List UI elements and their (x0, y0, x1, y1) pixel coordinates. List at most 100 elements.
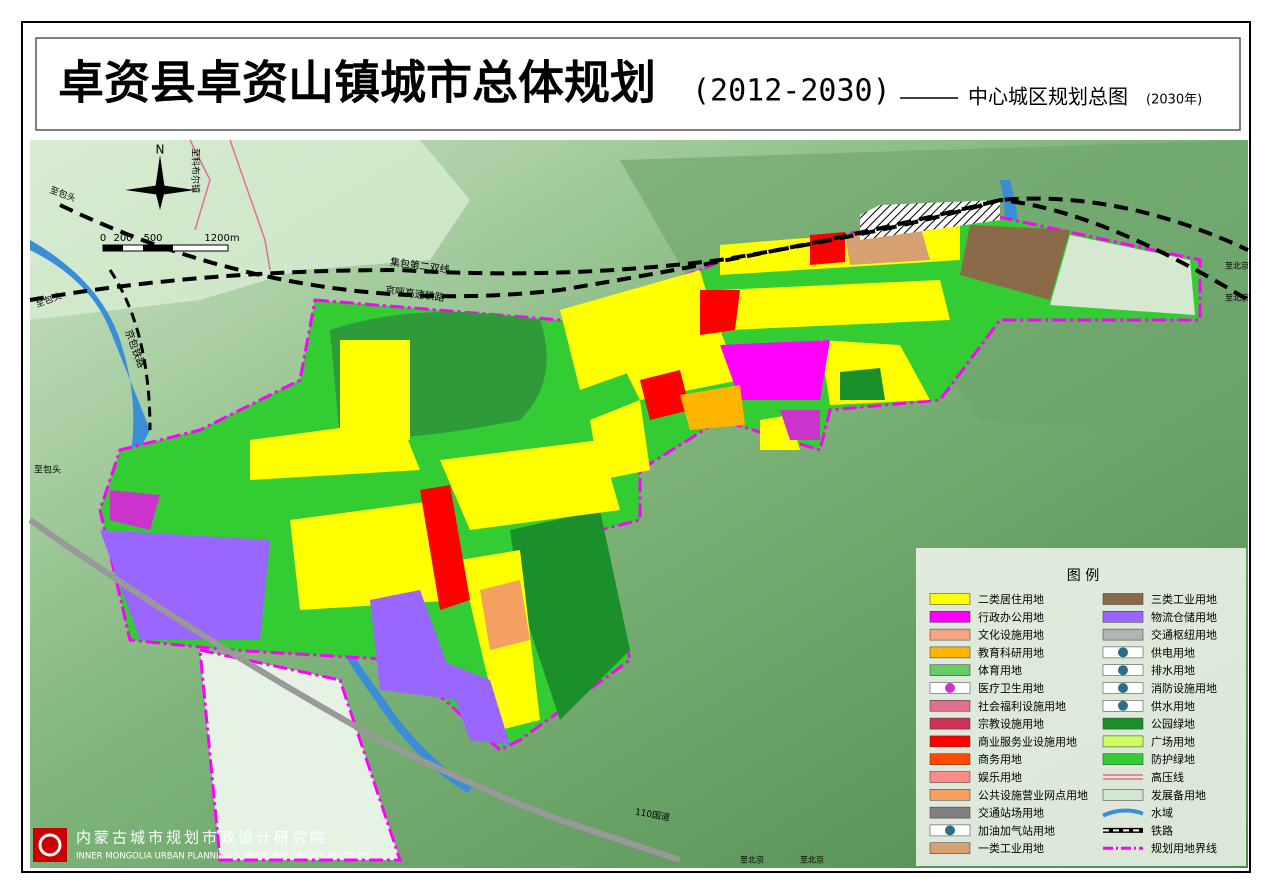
legend-label: 社会福利设施用地 (978, 699, 1066, 713)
place-label: 至北京 (740, 855, 764, 865)
institute-logo (33, 828, 67, 862)
legend-label: 防护绿地 (1151, 752, 1195, 766)
legend-label: 宗教设施用地 (978, 717, 1044, 731)
legend-swatch (929, 842, 971, 854)
legend-title: 图 例 (1067, 568, 1099, 584)
legend-label: 加油加气站用地 (978, 823, 1055, 837)
legend-symbol (1118, 647, 1128, 658)
reserve-land (198, 648, 403, 862)
legend-label: 体育用地 (978, 663, 1022, 677)
scale-label: 0 (100, 233, 106, 244)
admin (720, 340, 830, 400)
legend-swatch (1102, 717, 1144, 730)
legend-symbol (1118, 683, 1128, 693)
education (680, 385, 745, 430)
legend-label: 公园绿地 (1151, 717, 1195, 731)
legend-label: 物流仓储用地 (1151, 610, 1217, 624)
legend-swatch (929, 664, 971, 676)
subtitle: 中心城区规划总图 (968, 85, 1128, 109)
legend-label: 商务用地 (978, 752, 1022, 766)
title: 卓资县卓资山镇城市总体规划 (58, 56, 656, 110)
legend-label: 规划用地界线 (1151, 841, 1217, 855)
legend-swatch (929, 735, 971, 748)
residential (560, 270, 720, 390)
legend-label: 广场用地 (1151, 734, 1195, 748)
legend-label: 公共设施营业网点用地 (978, 788, 1088, 802)
railway (59, 196, 1249, 299)
railway (108, 269, 152, 431)
legend-symbol (1118, 665, 1128, 676)
residential (250, 420, 420, 480)
legend-symbol (945, 825, 955, 836)
residential (290, 500, 460, 610)
north-arrow (155, 155, 165, 210)
power-line (229, 139, 271, 271)
legend-swatch (1102, 611, 1144, 623)
legend-label: 供电用地 (1151, 645, 1195, 659)
power-line (189, 139, 211, 231)
legend-symbol (1118, 700, 1128, 711)
legend-swatch (1102, 628, 1144, 641)
legend-box (916, 548, 1246, 866)
commercial (700, 290, 740, 335)
legend-label: 商业服务业设施用地 (978, 734, 1077, 748)
residential (590, 400, 650, 480)
scale-bar (143, 245, 173, 251)
legend-swatch (1102, 808, 1144, 818)
scale-label: 500 (143, 233, 162, 244)
place-label: 至包头 (34, 464, 61, 476)
logistics (370, 590, 460, 700)
legend-symbol (945, 683, 955, 693)
legend-label: 交通站场用地 (978, 806, 1044, 820)
legend-label: 医疗卫生用地 (978, 681, 1044, 695)
legend-swatch (929, 771, 971, 783)
legend-swatch (929, 753, 971, 765)
legend-label: 高压线 (1151, 770, 1184, 784)
legend-swatch (1102, 593, 1144, 605)
legend-label: 交通枢纽用地 (1151, 628, 1217, 642)
legend-swatch (929, 646, 971, 659)
legend-swatch (929, 700, 971, 712)
industry-3 (960, 225, 1070, 300)
header-box (35, 37, 1241, 131)
legend-label: 行政办公用地 (978, 610, 1044, 624)
legend-label: 三类工业用地 (1151, 592, 1217, 606)
north-label: N (156, 143, 165, 157)
legend-label: 一类工业用地 (978, 841, 1044, 855)
scale-label: 1200m (204, 233, 239, 244)
legend-swatch (1102, 789, 1144, 801)
legend-swatch (929, 789, 971, 801)
residential (720, 280, 950, 330)
place-label: 至科布尔镇 (190, 148, 202, 193)
legend-label: 发展备用地 (1151, 788, 1206, 802)
legend-swatch (929, 611, 971, 623)
legend: 图 例 二类居住用地行政办公用地文化设施用地教育科研用地体育用地医疗卫生用地社会… (916, 548, 1246, 866)
legend-label: 水域 (1151, 807, 1173, 820)
commercial (420, 485, 470, 610)
north-arrow (125, 185, 195, 195)
commercial (640, 370, 690, 420)
education (480, 580, 530, 650)
legend-label: 供水用地 (1151, 699, 1195, 713)
logistics (100, 530, 270, 640)
outer-frame (21, 21, 1251, 873)
subtitle-year: (2030年) (1146, 93, 1202, 108)
residential (340, 340, 410, 440)
title-years: (2012-2030) (692, 74, 891, 109)
logistics (440, 660, 510, 745)
legend-swatch (1102, 753, 1144, 765)
highway (28, 517, 681, 863)
place-label: 至北京 (1225, 261, 1249, 271)
admin (780, 410, 820, 440)
institute-name: 内蒙古城市规划市政设计研究院 (76, 829, 328, 847)
reserve-east (1050, 235, 1195, 315)
legend-label: 文化设施用地 (978, 628, 1044, 642)
legend-label: 铁路 (1151, 824, 1173, 837)
park-south (510, 510, 630, 720)
legend-swatch (929, 717, 971, 730)
place-label: 至北京 (1225, 293, 1249, 303)
plain (30, 140, 470, 320)
legend-label: 教育科研用地 (978, 645, 1044, 659)
institute: 内蒙古城市规划市政设计研究院 INNER MONGOLIA URBAN PLAN… (33, 828, 372, 862)
